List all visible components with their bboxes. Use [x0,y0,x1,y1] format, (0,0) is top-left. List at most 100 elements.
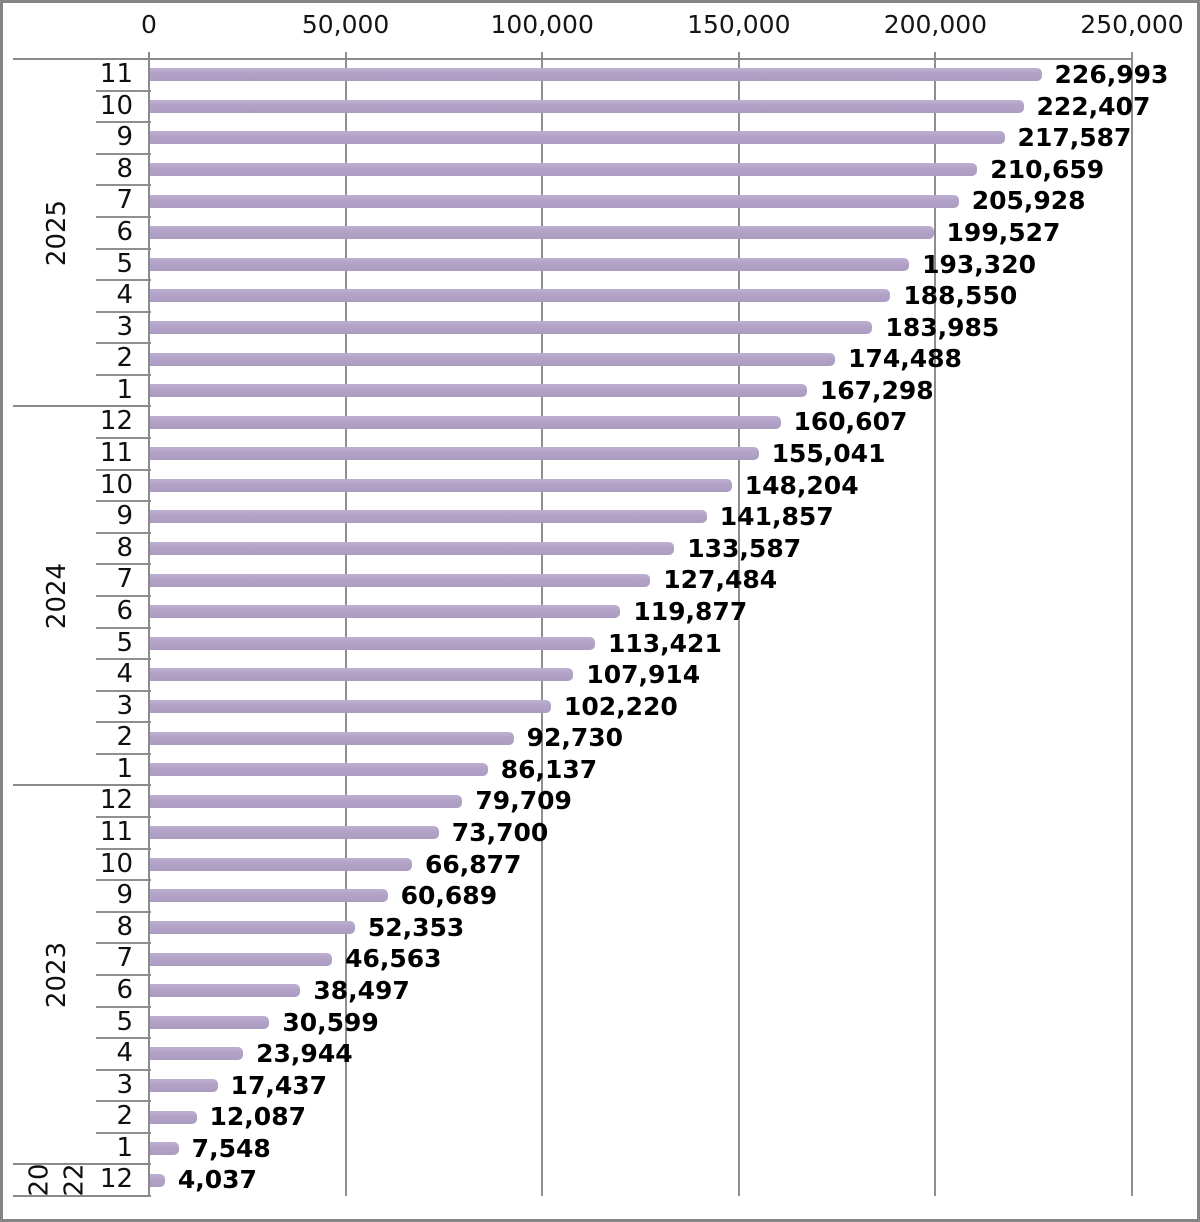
value-label: 113,421 [607,628,722,658]
month-label: 7 [116,943,133,974]
year-group-label: 20 22 [13,1163,101,1197]
month-tick-line [96,847,151,850]
bar [150,194,959,208]
value-label: 205,928 [971,186,1086,216]
value-label: 17,437 [230,1070,328,1100]
bar [150,699,551,713]
month-tick-line [96,1068,151,1071]
month-label: 8 [116,153,133,184]
month-label: 2 [116,722,133,753]
value-label: 174,488 [848,344,962,374]
bar [150,478,732,492]
year-label-text: 20 [24,1163,55,1197]
month-label: 1 [116,1132,133,1163]
month-label: 4 [116,659,133,690]
category-axis-line [148,52,150,1196]
value-label: 222,407 [1036,91,1151,121]
bar [150,794,463,808]
month-label: 9 [116,880,133,911]
month-tick-line [96,121,151,124]
month-label: 11 [99,438,133,468]
bar [150,257,910,271]
bar [150,99,1024,113]
month-tick-line [96,689,151,692]
value-label: 73,700 [451,818,549,847]
month-tick-line [96,531,151,534]
bar [150,1142,179,1156]
month-tick-line [96,910,151,913]
value-label: 167,298 [819,375,934,405]
month-tick-line [96,658,151,661]
value-label: 66,877 [424,849,522,879]
value-label: 133,587 [687,533,802,563]
value-label: 46,563 [345,944,442,974]
month-label: 3 [116,1069,133,1100]
month-label: 4 [116,280,133,311]
month-label: 4 [116,1038,133,1069]
value-label: 102,220 [563,691,678,721]
bar [150,131,1005,145]
bar [150,1047,244,1061]
value-label: 188,550 [903,281,1018,311]
month-tick-line [96,973,151,976]
month-tick-line [96,215,151,218]
gridline [344,56,347,1196]
month-tick-line [96,247,151,250]
bar [150,605,621,619]
month-label: 7 [116,185,133,216]
year-separator-line [13,1195,151,1197]
month-label: 11 [99,59,133,89]
month-tick-line [96,816,151,818]
value-label: 86,137 [500,754,598,784]
gridline [737,56,740,1196]
value-label: 12,087 [209,1102,306,1132]
month-tick-line [96,279,151,282]
month-label: 10 [99,90,133,121]
month-tick-line [96,184,151,187]
value-label: 217,587 [1017,123,1132,153]
bar [150,384,807,398]
month-tick-line [96,1131,151,1134]
year-separator-line [13,1163,151,1166]
value-label: 92,730 [526,723,624,753]
year-label-text: 22 [59,1163,90,1197]
bar [150,289,891,303]
month-tick-line [96,468,151,471]
value-label: 30,599 [282,1007,379,1037]
month-tick-line [96,1100,151,1103]
bar [150,857,412,871]
month-label: 5 [116,627,133,658]
gridline [1131,56,1133,1196]
plot-top-border [13,58,1133,60]
bar [150,1015,270,1029]
value-label: 79,709 [475,786,572,816]
bar [150,68,1042,82]
month-tick-line [96,373,151,376]
value-label: 127,484 [663,565,778,595]
bar [150,668,574,682]
month-tick-line [96,594,151,597]
value-label: 119,877 [633,596,748,626]
year-separator-line [13,784,151,787]
value-label: 141,857 [719,502,834,532]
bar [150,1078,218,1092]
value-axis-tick-label: 200,000 [883,10,988,39]
value-label: 52,353 [367,912,465,942]
value-label: 23,944 [256,1039,353,1069]
month-label: 11 [99,817,133,847]
bar [150,352,836,366]
month-tick-line [96,752,151,755]
bar [150,826,439,840]
value-label: 7,548 [191,1133,271,1163]
value-label: 199,527 [946,217,1061,247]
bar [150,984,301,998]
month-label: 5 [116,1006,133,1037]
bar [150,889,388,903]
month-tick-line [96,626,151,629]
month-label: 10 [99,469,133,500]
bar [150,1173,165,1187]
bar [150,320,873,334]
month-label: 12 [99,1164,133,1195]
value-label: 160,607 [793,407,908,437]
month-label: 9 [116,501,133,532]
